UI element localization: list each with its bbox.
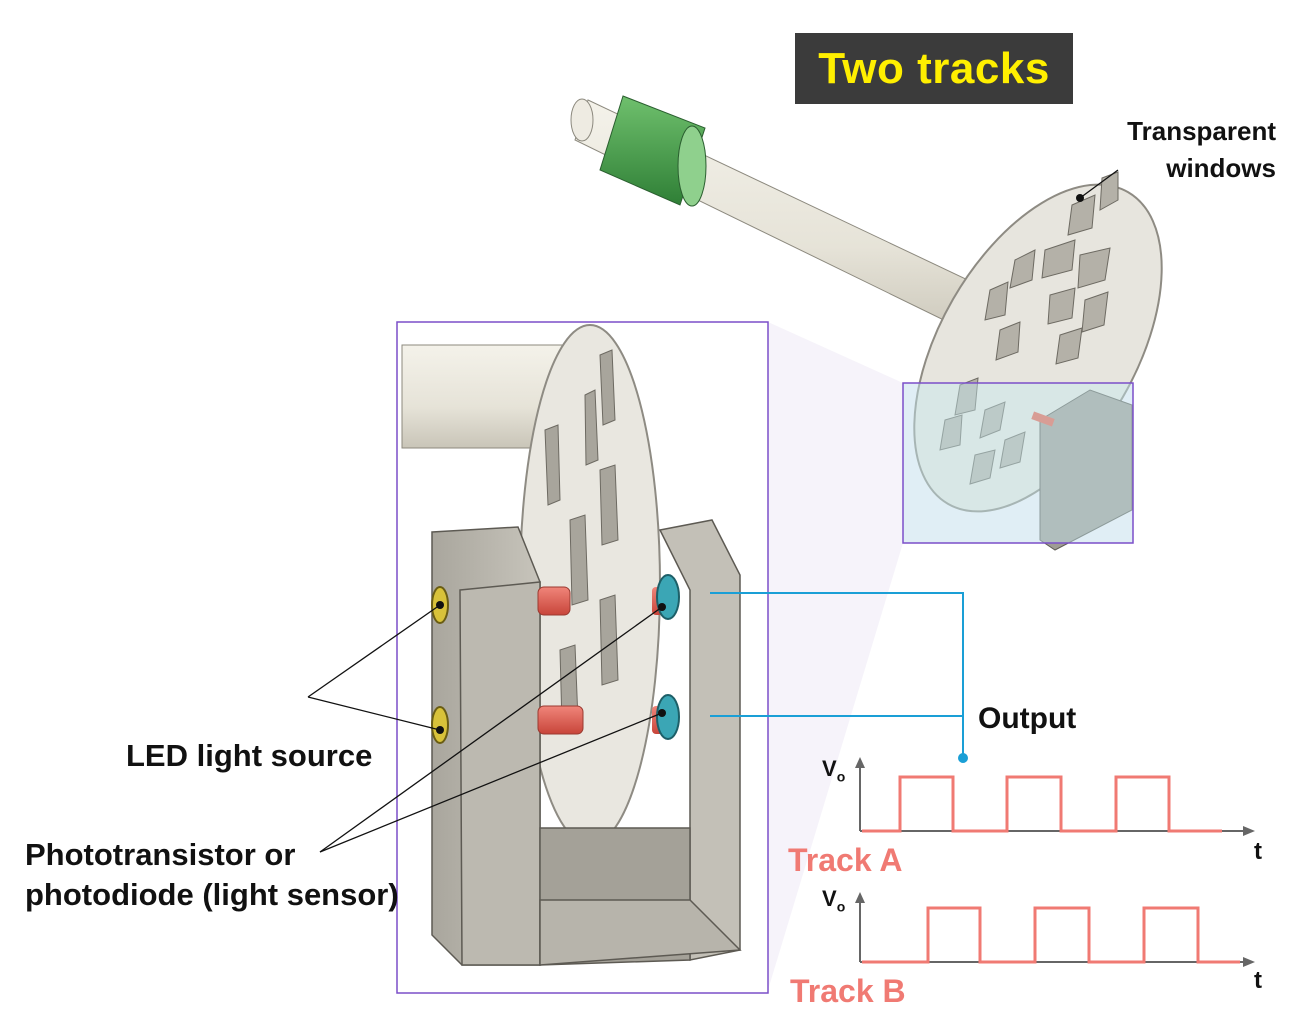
plot-track-a [855, 757, 1255, 836]
label-light-sensor-line1: Phototransistor or [25, 837, 296, 872]
leader-dots [436, 194, 1084, 734]
disk-windows [939, 171, 1119, 485]
label-led-light-source: LED light source [126, 738, 373, 773]
housing-base-front [539, 899, 742, 966]
plot-b-x-label: t [1254, 967, 1262, 994]
led-bottom-icon [431, 706, 449, 744]
housing-left-face [459, 581, 541, 966]
zoom-source-frame [902, 382, 1134, 544]
plot-b-y-label: Vo [822, 886, 845, 914]
plot-a-x-label: t [1254, 838, 1262, 865]
axis-x-arrow-b [1243, 957, 1255, 967]
track-a-label: Track A [788, 842, 903, 878]
axis-y-arrow-b [855, 892, 865, 903]
housing-small [1039, 389, 1133, 551]
label-transparent-windows: Transparent windows [1120, 113, 1276, 187]
collar-face [677, 125, 707, 207]
page-title: Two tracks [818, 43, 1050, 93]
zoomed-encoder [401, 324, 742, 966]
rod-top [537, 586, 571, 616]
housing-small-rod [1031, 411, 1055, 427]
label-light-sensor-line2: photodiode (light sensor) [25, 877, 399, 912]
axis-y-arrow-a [855, 757, 865, 768]
encoder-3d-view [570, 95, 1163, 551]
label-light-sensor: Phototransistor or photodiode (light sen… [25, 835, 399, 915]
plot-a-v-sub: o [836, 768, 846, 785]
waveform-a [862, 775, 1222, 833]
plot-b-v: V [822, 886, 837, 911]
label-transparent-windows-line2: windows [1166, 153, 1276, 183]
track-b-label: Track B [790, 973, 906, 1009]
sensor-top-icon [656, 574, 680, 620]
label-transparent-windows-line1: Transparent [1127, 116, 1276, 146]
leader-lines [307, 169, 1119, 853]
zoom-disk-windows [544, 349, 619, 726]
sensor-bottom-icon [656, 694, 680, 740]
plot-track-b [855, 892, 1255, 967]
shaft-end [570, 98, 594, 142]
output-wires [710, 592, 964, 756]
waveform-b [862, 906, 1240, 964]
title-banner: Two tracks [795, 33, 1073, 104]
axis-x-arrow-a [1243, 826, 1255, 836]
plot-a-y-label: Vo [822, 756, 845, 784]
label-output: Output [978, 702, 1077, 735]
output-node-icon [958, 753, 968, 763]
plot-a-v: V [822, 756, 837, 781]
rod-bottom [537, 705, 584, 735]
plot-b-v-sub: o [836, 898, 846, 915]
